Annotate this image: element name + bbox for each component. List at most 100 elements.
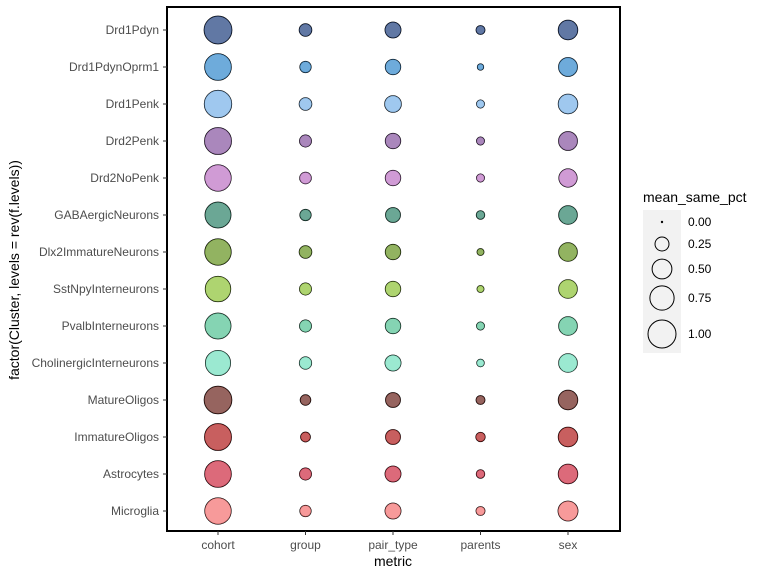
data-point bbox=[558, 501, 578, 521]
data-point bbox=[299, 172, 312, 184]
data-point bbox=[558, 131, 578, 151]
data-point bbox=[385, 170, 401, 186]
x-axis-title: metric bbox=[374, 553, 412, 569]
data-point bbox=[477, 285, 484, 293]
legend-label: 0.25 bbox=[688, 237, 712, 251]
data-point bbox=[204, 16, 232, 44]
point-outline bbox=[384, 280, 402, 298]
y-tick-label: Drd1Penk bbox=[106, 97, 160, 111]
legend-label: 0.75 bbox=[688, 291, 712, 305]
data-point bbox=[476, 25, 485, 35]
data-point bbox=[477, 248, 484, 256]
y-tick-label: Drd2Penk bbox=[106, 134, 160, 148]
data-point bbox=[299, 320, 312, 332]
data-point bbox=[385, 281, 401, 297]
data-point bbox=[204, 460, 232, 488]
data-point bbox=[477, 63, 484, 71]
data-point bbox=[476, 469, 485, 479]
point-outline bbox=[299, 319, 312, 333]
data-point bbox=[299, 356, 312, 370]
data-point bbox=[299, 97, 312, 111]
data-point bbox=[299, 468, 312, 480]
data-point bbox=[558, 464, 578, 484]
data-point bbox=[205, 276, 231, 302]
point-outline bbox=[299, 282, 312, 296]
y-axis-ticks: Drd1Pdyn Drd1PdynOprm1 Drd1Penk Drd2Penk Drd… bbox=[32, 23, 167, 518]
data-point bbox=[299, 61, 312, 73]
y-tick-label: ImmatureOligos bbox=[74, 430, 159, 444]
x-tick-label: parents bbox=[460, 538, 500, 552]
y-tick-label: Drd1Pdyn bbox=[106, 23, 159, 37]
point-outline bbox=[384, 243, 402, 261]
legend-label: 1.00 bbox=[688, 327, 712, 341]
data-point bbox=[558, 279, 578, 299]
y-tick-label: MatureOligos bbox=[88, 393, 159, 407]
data-point bbox=[385, 503, 401, 519]
data-point bbox=[558, 94, 578, 114]
data-point bbox=[385, 59, 401, 75]
data-point bbox=[476, 506, 485, 516]
y-tick-label: SstNpyInterneurons bbox=[53, 282, 159, 296]
y-tick-label: Microglia bbox=[111, 504, 159, 518]
point-outline bbox=[475, 431, 486, 443]
data-point bbox=[204, 386, 232, 414]
data-point bbox=[204, 164, 232, 192]
y-tick-label: Drd2NoPenk bbox=[90, 171, 160, 185]
data-point bbox=[384, 95, 402, 113]
x-tick-label: pair_type bbox=[368, 538, 418, 552]
data-point bbox=[558, 316, 578, 336]
legend-key-circle bbox=[660, 220, 664, 224]
data-point bbox=[385, 392, 401, 408]
x-axis-ticks: cohort group pair_type parents sex bbox=[201, 531, 577, 552]
data-point bbox=[558, 242, 578, 262]
data-point bbox=[558, 390, 578, 410]
y-tick-label: GABAergicNeurons bbox=[54, 208, 159, 222]
data-point bbox=[299, 505, 312, 517]
y-tick-label: CholinergicInterneurons bbox=[32, 356, 159, 370]
data-point bbox=[299, 209, 312, 221]
y-tick-label: Astrocytes bbox=[103, 467, 159, 481]
data-point bbox=[385, 466, 401, 482]
data-point bbox=[204, 53, 232, 81]
data-point bbox=[476, 395, 485, 405]
data-point bbox=[476, 174, 485, 182]
y-axis-title: factor(Cluster, levels = rev(f.levels)) bbox=[6, 160, 22, 380]
data-point bbox=[300, 432, 311, 442]
legend-key-circle bbox=[649, 285, 675, 311]
plot-marks bbox=[203, 15, 579, 525]
data-point bbox=[385, 429, 401, 445]
data-point bbox=[385, 133, 401, 149]
data-point bbox=[385, 207, 401, 223]
data-point bbox=[476, 359, 485, 367]
x-tick-label: group bbox=[290, 538, 321, 552]
point-outline bbox=[204, 201, 232, 229]
data-point bbox=[205, 313, 231, 339]
legend-key-circle bbox=[647, 319, 677, 349]
data-point bbox=[204, 238, 232, 266]
data-point bbox=[558, 205, 578, 225]
data-point bbox=[299, 135, 312, 147]
point-outline bbox=[204, 127, 232, 155]
data-point bbox=[204, 497, 232, 525]
x-tick-label: cohort bbox=[201, 538, 235, 552]
data-point bbox=[476, 100, 485, 108]
data-point bbox=[558, 427, 578, 447]
legend-label: 0.50 bbox=[688, 262, 712, 276]
x-tick-label: sex bbox=[559, 538, 578, 552]
data-point bbox=[299, 283, 312, 295]
data-point bbox=[558, 20, 578, 40]
legend-label: 0.00 bbox=[688, 215, 712, 229]
data-point bbox=[558, 57, 578, 77]
data-point bbox=[476, 322, 485, 330]
y-tick-label: Dlx2ImmatureNeurons bbox=[39, 245, 159, 259]
panel-border bbox=[166, 6, 621, 532]
data-point bbox=[475, 432, 486, 442]
legend-key-circle bbox=[654, 236, 670, 252]
data-point bbox=[205, 202, 231, 228]
data-point bbox=[204, 127, 232, 155]
data-point bbox=[299, 23, 312, 37]
data-point bbox=[385, 318, 401, 334]
point-outline bbox=[476, 285, 485, 293]
legend-items: 0.00 0.25 0.50 0.75 1.00 bbox=[647, 215, 712, 349]
